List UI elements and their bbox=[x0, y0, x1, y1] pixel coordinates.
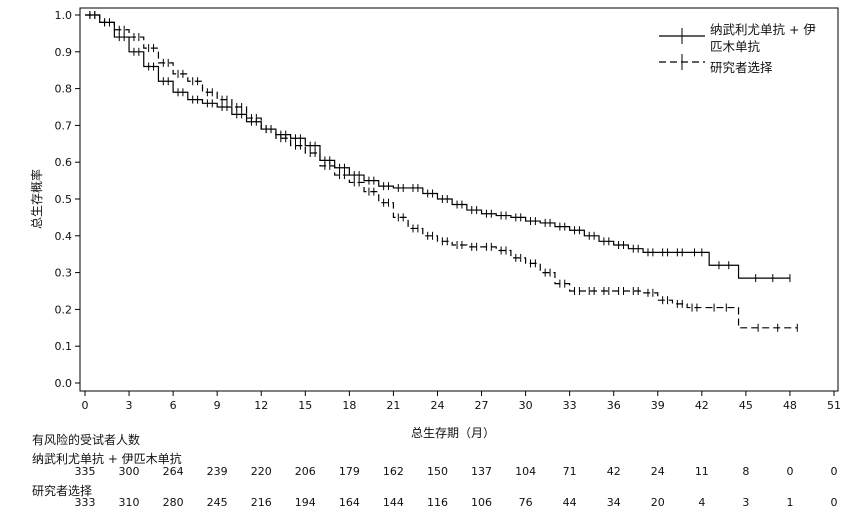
risk-count: 310 bbox=[118, 496, 140, 509]
risk-count: 0 bbox=[830, 465, 838, 478]
x-tick-label: 3 bbox=[126, 399, 133, 412]
risk-count: 162 bbox=[382, 465, 404, 478]
y-tick-label: 0.7 bbox=[55, 119, 73, 132]
risk-count: 144 bbox=[382, 496, 404, 509]
x-tick-label: 48 bbox=[783, 399, 797, 412]
km-chart: 0.00.10.20.30.40.50.60.70.80.91.00 3 6 9 12 1… bbox=[29, 7, 841, 440]
y-tick-label: 0.4 bbox=[55, 230, 73, 243]
risk-count: 150 bbox=[426, 465, 448, 478]
risk-count: 206 bbox=[294, 465, 316, 478]
risk-count: 76 bbox=[518, 496, 533, 509]
risk-count: 20 bbox=[650, 496, 665, 509]
risk-table-title: 有风险的受试者人数 bbox=[32, 433, 141, 447]
y-tick-label: 0.9 bbox=[55, 46, 73, 59]
survival-curves bbox=[85, 11, 798, 332]
x-tick-label: 27 bbox=[475, 399, 489, 412]
curve-nivo-ipi bbox=[85, 14, 790, 279]
risk-count: 280 bbox=[162, 496, 184, 509]
x-tick-label: 30 bbox=[519, 399, 533, 412]
risk-count: 104 bbox=[515, 465, 537, 478]
risk-count: 179 bbox=[338, 465, 360, 478]
risk-count: 333 bbox=[74, 496, 96, 509]
risk-count: 4 bbox=[698, 496, 706, 509]
y-tick-label: 0.8 bbox=[55, 83, 73, 96]
risk-count: 164 bbox=[338, 496, 360, 509]
risk-count: 3 bbox=[742, 496, 750, 509]
x-tick-label: 45 bbox=[739, 399, 753, 412]
risk-count: 42 bbox=[606, 465, 621, 478]
risk-count: 34 bbox=[606, 496, 621, 509]
risk-count: 239 bbox=[206, 465, 228, 478]
legend-label-nivo-ipi-line1: 纳武利尤单抗 + 伊 bbox=[710, 22, 816, 37]
risk-count: 216 bbox=[250, 496, 272, 509]
risk-row-label-investigator: 研究者选择 bbox=[32, 484, 93, 498]
x-axis-title: 总生存期（月） bbox=[411, 426, 495, 440]
risk-count: 245 bbox=[206, 496, 228, 509]
risk-count: 220 bbox=[250, 465, 272, 478]
x-tick-label: 24 bbox=[430, 399, 444, 412]
risk-count: 116 bbox=[426, 496, 448, 509]
risk-count: 24 bbox=[650, 465, 665, 478]
risk-count: 106 bbox=[471, 496, 493, 509]
risk-row-label-nivo-ipi: 纳武利尤单抗 + 伊匹木单抗 bbox=[32, 452, 182, 466]
x-tick-label: 42 bbox=[695, 399, 709, 412]
risk-count: 194 bbox=[294, 496, 316, 509]
x-tick-label: 51 bbox=[827, 399, 841, 412]
y-tick-label: 0.5 bbox=[55, 193, 73, 206]
x-tick-label: 15 bbox=[298, 399, 312, 412]
risk-count: 0 bbox=[830, 496, 838, 509]
x-tick-label: 18 bbox=[342, 399, 356, 412]
y-tick-label: 0.6 bbox=[55, 156, 73, 169]
risk-count: 300 bbox=[118, 465, 140, 478]
risk-count: 8 bbox=[742, 465, 750, 478]
legend-label-investigator: 研究者选择 bbox=[710, 60, 773, 75]
x-tick-label: 9 bbox=[214, 399, 221, 412]
x-tick-label: 6 bbox=[170, 399, 177, 412]
y-tick-label: 0.0 bbox=[55, 377, 73, 390]
x-tick-label: 39 bbox=[651, 399, 665, 412]
curve-investigator bbox=[85, 14, 798, 329]
x-tick-label: 36 bbox=[607, 399, 621, 412]
risk-count: 335 bbox=[74, 465, 96, 478]
y-axis-title: 总生存概率 bbox=[29, 169, 44, 229]
y-tick-label: 0.1 bbox=[55, 340, 73, 353]
legend-label-nivo-ipi-line2: 匹木单抗 bbox=[710, 39, 761, 54]
axes: 0.00.10.20.30.40.50.60.70.80.91.00 3 6 9 12 1… bbox=[55, 7, 841, 412]
y-tick-label: 0.3 bbox=[55, 267, 73, 280]
risk-count: 264 bbox=[162, 465, 184, 478]
x-tick-label: 12 bbox=[254, 399, 268, 412]
y-tick-label: 0.2 bbox=[55, 303, 73, 316]
risk-count: 1 bbox=[786, 496, 794, 509]
risk-count: 137 bbox=[471, 465, 493, 478]
y-tick-label: 1.0 bbox=[55, 9, 73, 22]
risk-count: 44 bbox=[562, 496, 577, 509]
x-tick-label: 0 bbox=[82, 399, 89, 412]
x-tick-label: 21 bbox=[386, 399, 400, 412]
risk-count: 0 bbox=[786, 465, 794, 478]
risk-count: 71 bbox=[562, 465, 577, 478]
x-tick-label: 33 bbox=[563, 399, 577, 412]
risk-count: 11 bbox=[694, 465, 709, 478]
